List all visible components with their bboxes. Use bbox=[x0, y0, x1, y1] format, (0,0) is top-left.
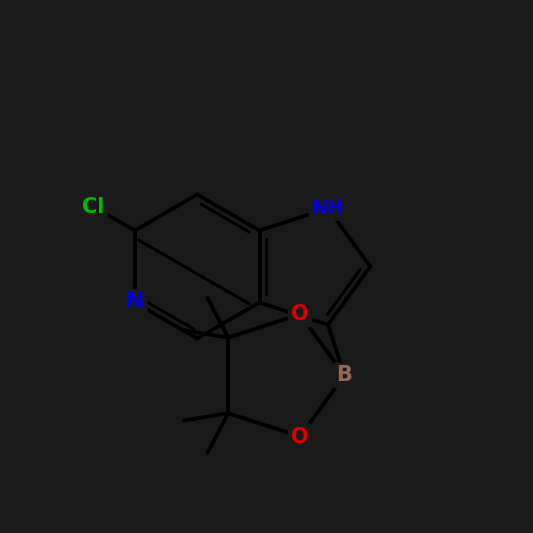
Text: NH: NH bbox=[312, 199, 344, 218]
Text: N: N bbox=[126, 293, 144, 312]
Text: O: O bbox=[291, 304, 309, 324]
Text: O: O bbox=[291, 426, 309, 447]
Text: Cl: Cl bbox=[82, 197, 104, 216]
Text: Cl: Cl bbox=[82, 197, 104, 216]
Text: B: B bbox=[336, 366, 352, 385]
